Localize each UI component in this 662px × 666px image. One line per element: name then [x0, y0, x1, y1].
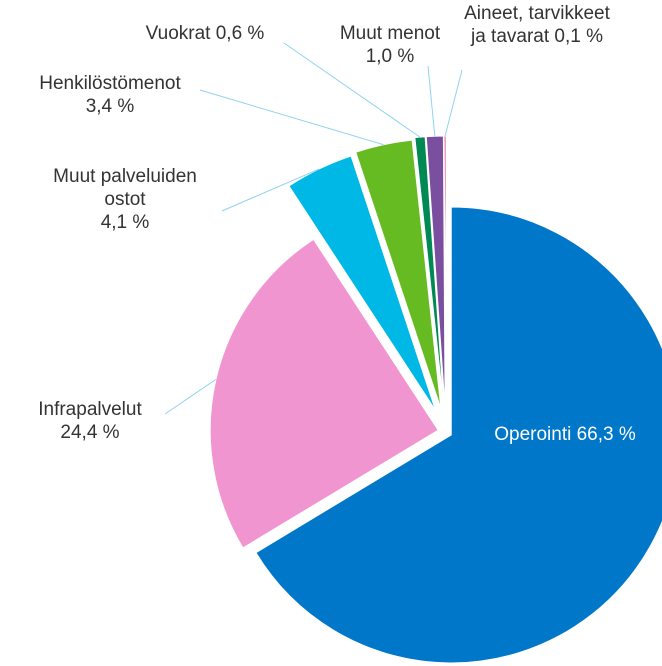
pie-slice [255, 206, 662, 664]
pie-slice [209, 238, 439, 549]
leader-line [427, 65, 436, 137]
slice-label: Muut menot 1,0 % [315, 22, 465, 68]
value-label: 0,6 % [215, 23, 265, 44]
slice-label: Aineet, tarvikkeet ja tavarat 0,1 % [462, 2, 612, 48]
leader-line [444, 69, 463, 137]
category-label: Muut menot [339, 23, 441, 44]
slice-label: Vuokrat 0,6 % [120, 22, 290, 45]
category-label: Aineet, tarvikkeet ja tavarat [464, 3, 610, 47]
value-label: 66,3 % [576, 424, 636, 445]
category-label: Henkilöstömenot [39, 73, 181, 94]
value-label: 4,1 % [100, 212, 150, 233]
leader-line [221, 168, 320, 212]
category-label: Operointi [494, 424, 572, 445]
leader-line [199, 89, 384, 146]
slice-label: Muut palveluiden ostot 4,1 % [40, 165, 210, 234]
leader-line [164, 378, 217, 415]
category-label: Vuokrat [145, 23, 211, 44]
value-label: 0,1 % [554, 26, 604, 47]
slice-label: Infrapalvelut 24,4 % [10, 398, 170, 444]
value-label: 24,4 % [60, 422, 120, 443]
slice-label: Henkilöstömenot 3,4 % [10, 72, 210, 118]
value-label: 3,4 % [85, 96, 135, 117]
category-label: Muut palveluiden ostot [53, 166, 197, 210]
value-label: 1,0 % [365, 46, 415, 67]
leader-line [283, 42, 421, 138]
category-label: Infrapalvelut [38, 399, 142, 420]
pie-slice [355, 139, 442, 409]
slice-label: Operointi 66,3 % [465, 423, 662, 446]
pie-slice [288, 155, 437, 411]
